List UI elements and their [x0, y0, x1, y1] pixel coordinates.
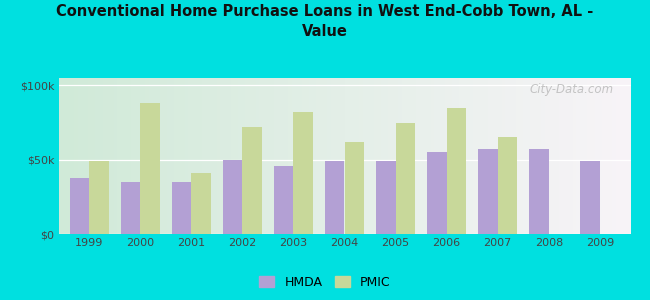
Text: Conventional Home Purchase Loans in West End-Cobb Town, AL -
Value: Conventional Home Purchase Loans in West… — [57, 4, 593, 39]
Text: City-Data.com: City-Data.com — [529, 83, 614, 96]
Bar — [121, 182, 140, 234]
Bar — [478, 149, 498, 234]
Bar — [140, 103, 160, 234]
Bar — [223, 160, 242, 234]
Bar — [344, 142, 364, 234]
Bar — [191, 173, 211, 234]
Bar — [498, 137, 517, 234]
Bar — [447, 108, 466, 234]
Bar — [396, 123, 415, 234]
Bar — [529, 149, 549, 234]
Bar — [70, 178, 89, 234]
Bar — [89, 161, 109, 234]
Bar — [580, 161, 600, 234]
Bar — [293, 112, 313, 234]
Bar — [427, 152, 447, 234]
Legend: HMDA, PMIC: HMDA, PMIC — [254, 271, 396, 294]
Bar — [376, 161, 396, 234]
Bar — [242, 127, 262, 234]
Bar — [274, 166, 293, 234]
Bar — [172, 182, 191, 234]
Bar — [325, 161, 344, 234]
